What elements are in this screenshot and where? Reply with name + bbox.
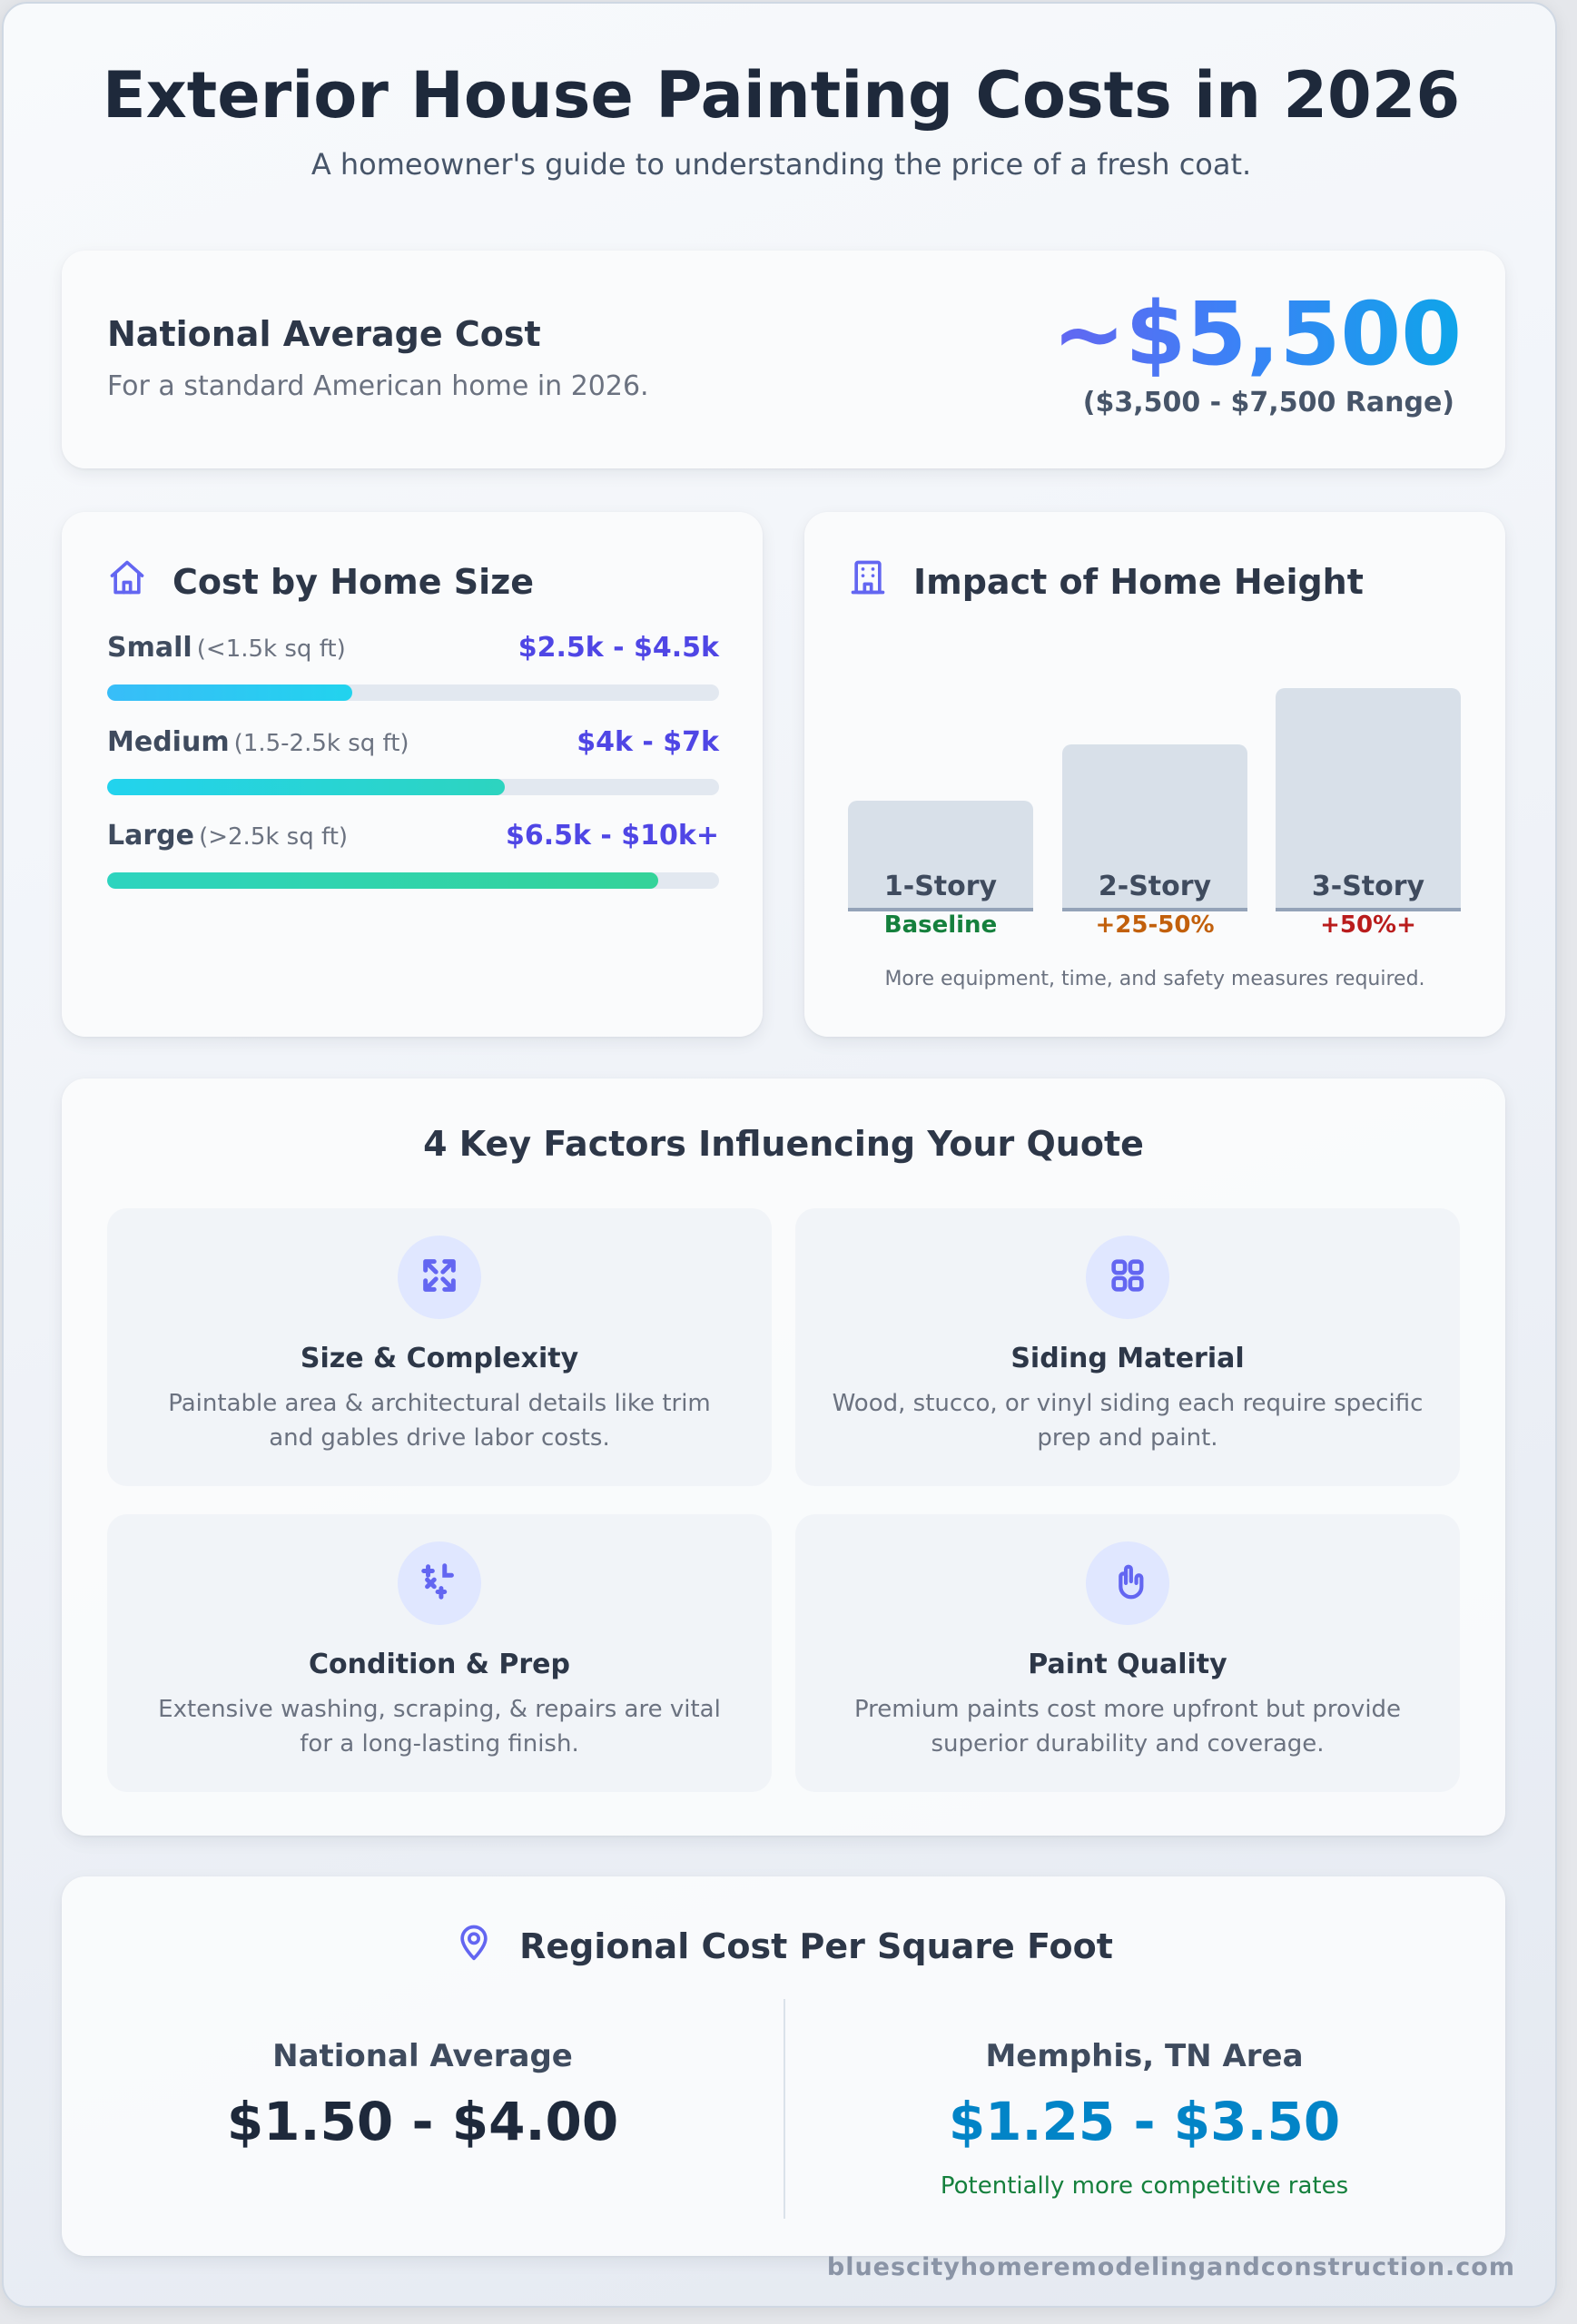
- factor-description: Extensive washing, scraping, & repairs a…: [158, 1696, 721, 1758]
- height-card-header: Impact of Home Height: [848, 557, 1364, 606]
- regional-header: Regional Cost Per Square Foot: [62, 1922, 1505, 1970]
- map-pin-icon: [454, 1922, 494, 1970]
- factor-icon-circle: [398, 1541, 481, 1625]
- memphis-column: Memphis, TN Area $1.25 - $3.50 Potential…: [784, 2004, 1505, 2200]
- hero-label: National Average Cost: [107, 314, 541, 354]
- hero-subtext: For a standard American home in 2026.: [107, 370, 649, 402]
- page-title: Exterior House Painting Costs in 2026: [102, 58, 1461, 133]
- size-progress-fill: [107, 872, 658, 889]
- expand-arrows-icon: [419, 1255, 460, 1300]
- size-note: (>2.5k sq ft): [199, 823, 349, 851]
- bar-label: 1-Story: [883, 871, 998, 902]
- size-price: $2.5k - $4.5k: [517, 632, 719, 664]
- national-average-card: National Average Cost For a standard Ame…: [62, 251, 1505, 468]
- bar-2-story: [1062, 744, 1247, 911]
- hand-pointer-icon: [1107, 1561, 1148, 1606]
- bar-label: 3-Story: [1311, 871, 1425, 902]
- size-note: (1.5-2.5k sq ft): [233, 730, 409, 757]
- national-label: National Average: [272, 2038, 573, 2074]
- local-value: $1.25 - $3.50: [948, 2091, 1341, 2152]
- factor-siding-material: Siding Material Wood, stucco, or vinyl s…: [795, 1208, 1460, 1486]
- factor-condition-prep: Condition & Prep Extensive washing, scra…: [107, 1514, 772, 1792]
- local-note: Potentially more competitive rates: [940, 2172, 1349, 2200]
- size-row-medium: Medium (1.5-2.5k sq ft) $4k - $7k: [107, 726, 719, 795]
- size-progress-track: [107, 872, 719, 889]
- regional-title: Regional Cost Per Square Foot: [519, 1925, 1113, 1966]
- footer-website: bluescityhomeremodelingandconstruction.c…: [826, 2253, 1515, 2281]
- factor-title: Condition & Prep: [309, 1649, 570, 1680]
- size-card-header: Cost by Home Size: [107, 557, 534, 606]
- size-progress-track: [107, 684, 719, 701]
- size-progress-track: [107, 779, 719, 795]
- factors-title: 4 Key Factors Influencing Your Quote: [423, 1124, 1144, 1164]
- bar-percent: Baseline: [883, 911, 998, 939]
- factor-description: Paintable area & architectural details l…: [168, 1390, 711, 1452]
- factor-icon-circle: [1086, 1236, 1169, 1319]
- size-name: Large: [107, 820, 194, 852]
- height-note: More equipment, time, and safety measure…: [884, 968, 1425, 990]
- size-price: $6.5k - $10k+: [505, 820, 719, 852]
- factor-icon-circle: [1086, 1541, 1169, 1625]
- grid-squares-icon: [1107, 1255, 1148, 1300]
- tools-symbols-icon: [419, 1561, 460, 1606]
- house-icon: [107, 557, 147, 606]
- factor-size-complexity: Size & Complexity Paintable area & archi…: [107, 1208, 772, 1486]
- factor-title: Siding Material: [1010, 1343, 1245, 1374]
- regional-cost-card: Regional Cost Per Square Foot National A…: [62, 1876, 1505, 2256]
- size-card-title: Cost by Home Size: [172, 561, 534, 602]
- size-progress-fill: [107, 684, 352, 701]
- size-price: $4k - $7k: [577, 726, 719, 758]
- national-average-column: National Average $1.50 - $4.00: [62, 2004, 784, 2152]
- hero-value: ~$5,500: [1052, 283, 1462, 385]
- cost-by-size-card: Cost by Home Size Small (<1.5k sq ft) $2…: [62, 512, 763, 1037]
- factor-title: Size & Complexity: [300, 1343, 579, 1374]
- height-card-title: Impact of Home Height: [913, 561, 1364, 602]
- bar-percent: +50%+: [1320, 911, 1416, 939]
- bar-percent: +25-50%: [1095, 911, 1215, 939]
- home-height-card: Impact of Home Height 1-Story 2-Story 3-…: [804, 512, 1505, 1037]
- national-value: $1.50 - $4.00: [226, 2091, 619, 2152]
- height-bar-chart: [848, 630, 1462, 911]
- local-label: Memphis, TN Area: [985, 2038, 1304, 2074]
- column-divider: [784, 1999, 785, 2219]
- size-row-small: Small (<1.5k sq ft) $2.5k - $4.5k: [107, 632, 719, 701]
- building-icon: [848, 557, 888, 606]
- bar-1-story: [848, 801, 1033, 911]
- infographic-frame: Exterior House Painting Costs in 2026 A …: [2, 2, 1557, 2308]
- size-name: Medium: [107, 726, 230, 758]
- factor-description: Premium paints cost more upfront but pro…: [853, 1696, 1402, 1758]
- page-subtitle: A homeowner's guide to understanding the…: [310, 147, 1252, 182]
- size-row-large: Large (>2.5k sq ft) $6.5k - $10k+: [107, 820, 719, 889]
- key-factors-card: 4 Key Factors Influencing Your Quote Siz…: [62, 1078, 1505, 1836]
- factor-icon-circle: [398, 1236, 481, 1319]
- size-progress-fill: [107, 779, 506, 795]
- factor-paint-quality: Paint Quality Premium paints cost more u…: [795, 1514, 1460, 1792]
- size-note: (<1.5k sq ft): [196, 635, 346, 663]
- factor-title: Paint Quality: [1028, 1649, 1227, 1680]
- bar-3-story: [1276, 688, 1461, 911]
- factor-description: Wood, stucco, or vinyl siding each requi…: [832, 1390, 1424, 1452]
- size-name: Small: [107, 632, 192, 664]
- bar-label: 2-Story: [1098, 871, 1212, 902]
- hero-range: ($3,500 - $7,500 Range): [1082, 387, 1454, 419]
